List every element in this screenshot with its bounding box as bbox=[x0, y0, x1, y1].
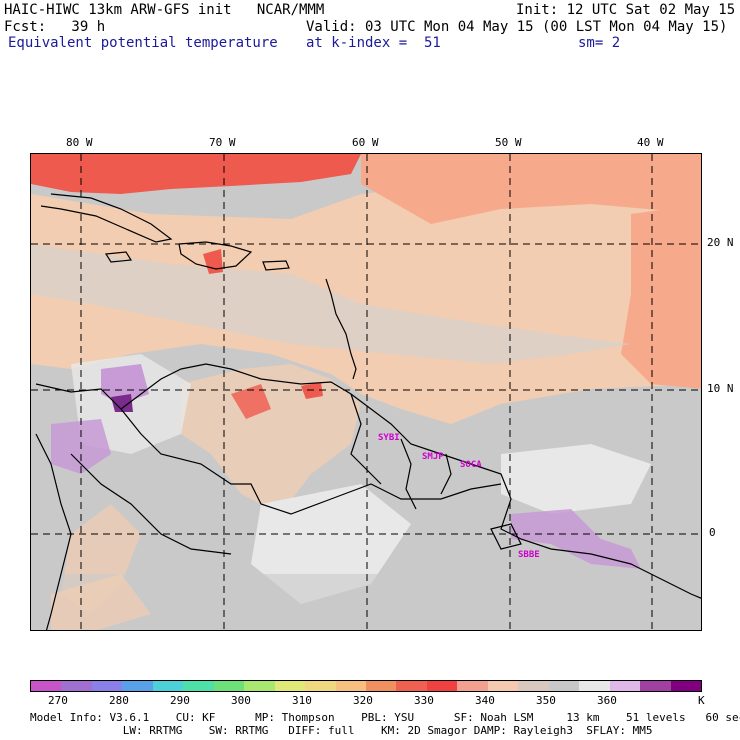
coast-hispaniola bbox=[178, 241, 253, 270]
forecast-hour: Fcst: 39 h bbox=[4, 19, 106, 35]
station-soca: SOCA bbox=[460, 460, 482, 470]
colorbar-label-340: 340 bbox=[475, 694, 495, 707]
colorbar-swatch-21 bbox=[670, 681, 701, 691]
shade-tan-north bbox=[31, 174, 701, 424]
lon-label-60w: 60 W bbox=[352, 136, 379, 149]
colorbar-label-310: 310 bbox=[292, 694, 312, 707]
colorbar-label-360: 360 bbox=[597, 694, 617, 707]
colorbar-swatch-13 bbox=[426, 681, 458, 691]
shade-red-hispaniola bbox=[203, 249, 223, 274]
colorbar-unit: K bbox=[698, 694, 705, 707]
field-name: Equivalent potential temperature bbox=[8, 35, 278, 51]
colorbar-swatch-8 bbox=[274, 681, 306, 691]
colorbar-swatch-17 bbox=[548, 681, 580, 691]
coast-marajo bbox=[490, 523, 522, 550]
plot-title: HAIC-HIWC 13km ARW-GFS init NCAR/MMM bbox=[4, 2, 325, 18]
coast-puertorico bbox=[262, 260, 290, 271]
colorbar-swatch-3 bbox=[122, 681, 153, 691]
colorbar-label-300: 300 bbox=[231, 694, 251, 707]
lat-label-20n: 20 N bbox=[707, 236, 734, 249]
border-peru-colombia bbox=[70, 453, 232, 555]
init-time: Init: 12 UTC Sat 02 May 15 bbox=[516, 2, 736, 18]
colorbar-swatch-4 bbox=[152, 681, 184, 691]
colorbar-swatch-20 bbox=[640, 681, 671, 691]
colorbar-label-330: 330 bbox=[414, 694, 434, 707]
border-brazil bbox=[260, 483, 502, 515]
level-index: at k-index = 51 bbox=[306, 35, 441, 51]
border-venezuela-guyana bbox=[350, 393, 382, 485]
colorbar-swatch-16 bbox=[518, 681, 549, 691]
lon-label-70w: 70 W bbox=[209, 136, 236, 149]
shade-red-venezuela bbox=[231, 384, 271, 419]
smoothing-value: sm= 2 bbox=[578, 35, 621, 51]
shade-red-north bbox=[31, 154, 361, 194]
map-canvas bbox=[31, 154, 701, 630]
lon-label-40w: 40 W bbox=[637, 136, 664, 149]
colorbar-swatch-12 bbox=[396, 681, 427, 691]
station-sbbe: SBBE bbox=[518, 550, 540, 560]
lat-label-10n: 10 N bbox=[707, 382, 734, 395]
colorbar bbox=[30, 680, 702, 692]
shade-light-amazon bbox=[501, 444, 651, 514]
colorbar-label-320: 320 bbox=[353, 694, 373, 707]
shade-tan-southwest bbox=[51, 574, 151, 630]
lon-label-80w: 80 W bbox=[66, 136, 93, 149]
colorbar-swatch-11 bbox=[365, 681, 397, 691]
coast-lesser-antilles bbox=[325, 278, 357, 380]
colorbar-swatch-9 bbox=[305, 681, 336, 691]
colorbar-swatch-1 bbox=[61, 681, 92, 691]
colorbar-swatch-10 bbox=[335, 681, 366, 691]
colorbar-swatch-15 bbox=[487, 681, 519, 691]
station-sybi: SYBI bbox=[378, 433, 400, 443]
border-colombia-venezuela bbox=[120, 408, 262, 505]
model-info-line2: LW: RRTMG SW: RRTMG DIFF: full KM: 2D Sm… bbox=[30, 724, 653, 737]
colorbar-label-280: 280 bbox=[109, 694, 129, 707]
map-panel: SYBI SMJP SOCA SBBE bbox=[30, 153, 702, 631]
colorbar-label-290: 290 bbox=[170, 694, 190, 707]
colorbar-swatch-19 bbox=[609, 681, 641, 691]
shade-gray-south bbox=[31, 574, 701, 630]
theta-e-shading bbox=[31, 154, 701, 630]
colorbar-label-350: 350 bbox=[536, 694, 556, 707]
colorbar-swatch-18 bbox=[579, 681, 610, 691]
shade-darkpurple-panama bbox=[111, 394, 133, 412]
colorbar-swatch-5 bbox=[183, 681, 214, 691]
colorbar-swatch-14 bbox=[457, 681, 488, 691]
lon-label-50w: 50 W bbox=[495, 136, 522, 149]
coast-south-america bbox=[35, 363, 701, 599]
colorbar-swatch-7 bbox=[244, 681, 275, 691]
model-info-line1: Model Info: V3.6.1 CU: KF MP: Thompson P… bbox=[30, 711, 740, 724]
shade-salmon-north bbox=[361, 154, 701, 224]
lat-label-0: 0 bbox=[709, 526, 716, 539]
colorbar-swatch-6 bbox=[213, 681, 245, 691]
coast-jamaica bbox=[104, 251, 133, 263]
shade-salmon-east bbox=[621, 204, 701, 389]
station-smjp: SMJP bbox=[422, 452, 444, 462]
shade-purple-panama bbox=[101, 364, 149, 404]
colorbar-label-270: 270 bbox=[48, 694, 68, 707]
shade-purple-amazon bbox=[511, 509, 641, 569]
valid-time: Valid: 03 UTC Mon 04 May 15 (00 LST Mon … bbox=[306, 19, 728, 35]
shade-gray-mid bbox=[31, 244, 631, 364]
colorbar-swatch-0 bbox=[31, 681, 62, 691]
colorbar-swatch-2 bbox=[91, 681, 123, 691]
shade-tan-land bbox=[181, 364, 361, 514]
grid-lines bbox=[31, 154, 701, 630]
border-suriname-guiana bbox=[440, 453, 452, 495]
coast-cuba bbox=[40, 193, 173, 243]
